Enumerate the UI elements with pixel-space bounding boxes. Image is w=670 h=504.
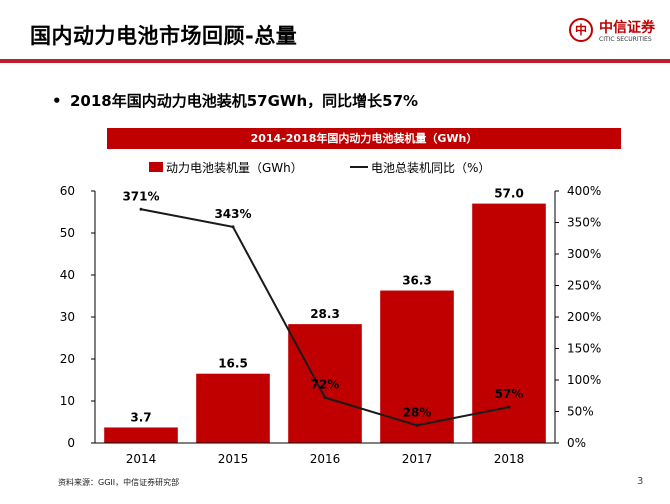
left-tick-label: 20 (60, 352, 75, 366)
logo-name-en: CITIC SECURITIES (599, 36, 652, 43)
yoy-point-2015 (231, 225, 235, 229)
x-tick-label-2017: 2017 (402, 452, 433, 466)
header-divider (0, 59, 670, 63)
logo-mark-icon: 中 (569, 18, 593, 42)
company-logo: 中 中信证券 CITIC SECURITIES (569, 17, 664, 49)
bar-2016 (288, 324, 362, 443)
right-tick-label: 50% (567, 405, 594, 419)
left-tick-label: 60 (60, 184, 75, 198)
bar-2014 (104, 427, 178, 443)
legend-swatch-bar (149, 162, 163, 172)
yoy-label-2018: 57% (495, 387, 524, 401)
right-tick-label: 300% (567, 247, 601, 261)
bullet-dot-icon: • (52, 92, 62, 110)
page-number: 3 (637, 476, 644, 487)
x-tick-label-2015: 2015 (218, 452, 249, 466)
x-tick-label-2014: 2014 (126, 452, 157, 466)
x-tick-label-2016: 2016 (310, 452, 341, 466)
legend-label-bar: 动力电池装机量（GWh） (166, 161, 303, 175)
left-tick-label: 50 (60, 226, 75, 240)
summary-bullet: • 2018年国内动力电池装机57GWh，同比增长57% (52, 90, 418, 111)
bar-label-2016: 28.3 (310, 307, 340, 321)
right-tick-label: 150% (567, 342, 601, 356)
x-tick-label-2018: 2018 (494, 452, 525, 466)
source-note: 资料来源：GGII，中信证券研究部 (58, 478, 180, 487)
bar-label-2014: 3.7 (130, 410, 151, 424)
right-tick-label: 350% (567, 216, 601, 230)
right-tick-label: 250% (567, 279, 601, 293)
yoy-point-2014 (139, 207, 143, 211)
left-tick-label: 0 (67, 436, 75, 450)
right-tick-label: 200% (567, 310, 601, 324)
yoy-point-2018 (507, 405, 511, 409)
bar-2018 (472, 203, 546, 443)
bar-label-2015: 16.5 (218, 357, 248, 371)
right-tick-label: 400% (567, 184, 601, 198)
right-tick-label: 0% (567, 436, 586, 450)
right-tick-label: 100% (567, 373, 601, 387)
yoy-label-2016: 72% (311, 378, 340, 392)
left-tick-label: 30 (60, 310, 75, 324)
left-tick-label: 10 (60, 394, 75, 408)
yoy-point-2017 (415, 423, 419, 427)
bar-label-2018: 57.0 (494, 187, 524, 201)
summary-text: 2018年国内动力电池装机57GWh，同比增长57% (70, 92, 419, 110)
legend-label-line: 电池总装机同比（%） (371, 161, 490, 175)
chart-title: 2014-2018年国内动力电池装机量（GWh） (107, 128, 621, 149)
page-title: 国内动力电池市场回顾-总量 (30, 24, 298, 48)
logo-name-cn: 中信证券 (599, 20, 655, 36)
yoy-label-2015: 343% (214, 207, 251, 221)
yoy-label-2017: 28% (403, 405, 432, 419)
yoy-point-2016 (323, 396, 327, 400)
bar-2015 (196, 373, 270, 443)
left-tick-label: 40 (60, 268, 75, 282)
bar-label-2017: 36.3 (402, 274, 432, 288)
yoy-label-2014: 371% (122, 189, 159, 203)
